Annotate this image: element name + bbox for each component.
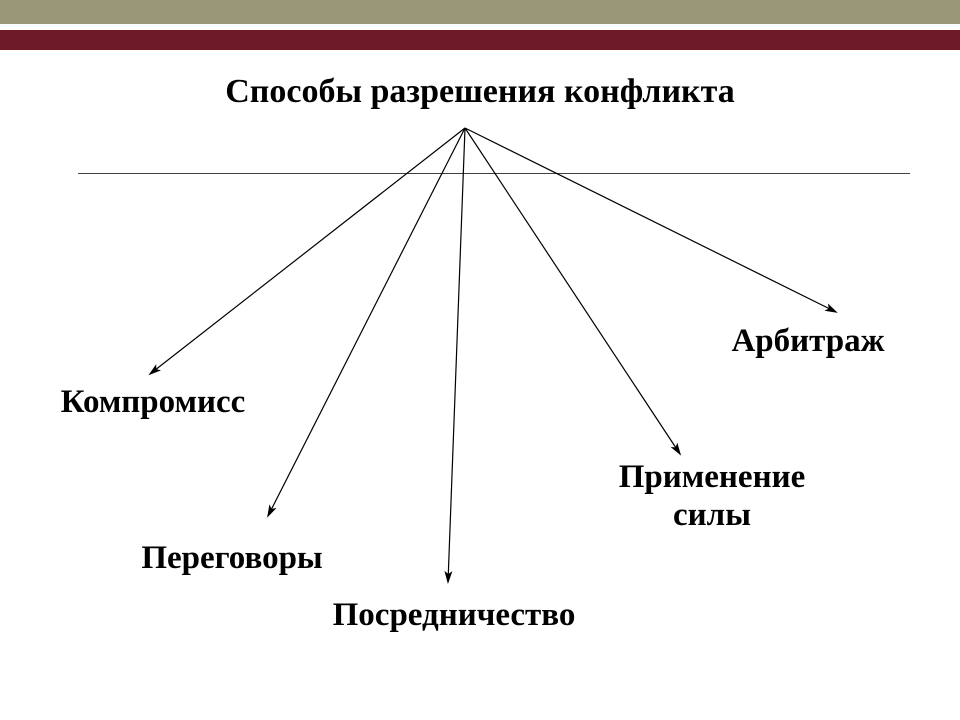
node-posrednichestvo: Посредничество	[333, 597, 576, 635]
node-kompromiss: Компромисс	[61, 384, 246, 422]
arrow-to-arbitrazh	[465, 128, 836, 312]
diagram-title: Способы разрешения конфликта	[0, 72, 960, 111]
node-primenenie-sily: Применение силы	[619, 459, 806, 535]
arrow-to-posrednichestvo	[448, 128, 465, 582]
divider-line	[78, 173, 910, 174]
top-accent-bar	[0, 0, 960, 24]
node-peregovory: Переговоры	[141, 540, 322, 578]
node-arbitrazh: Арбитраж	[731, 323, 884, 361]
arrow-to-kompromiss	[150, 128, 465, 374]
arrow-to-primenenie-sily	[465, 128, 680, 454]
slide-root: Способы разрешения конфликта Компромисс …	[0, 0, 960, 720]
arrow-to-peregovory	[268, 128, 465, 516]
second-accent-bar	[0, 30, 960, 50]
